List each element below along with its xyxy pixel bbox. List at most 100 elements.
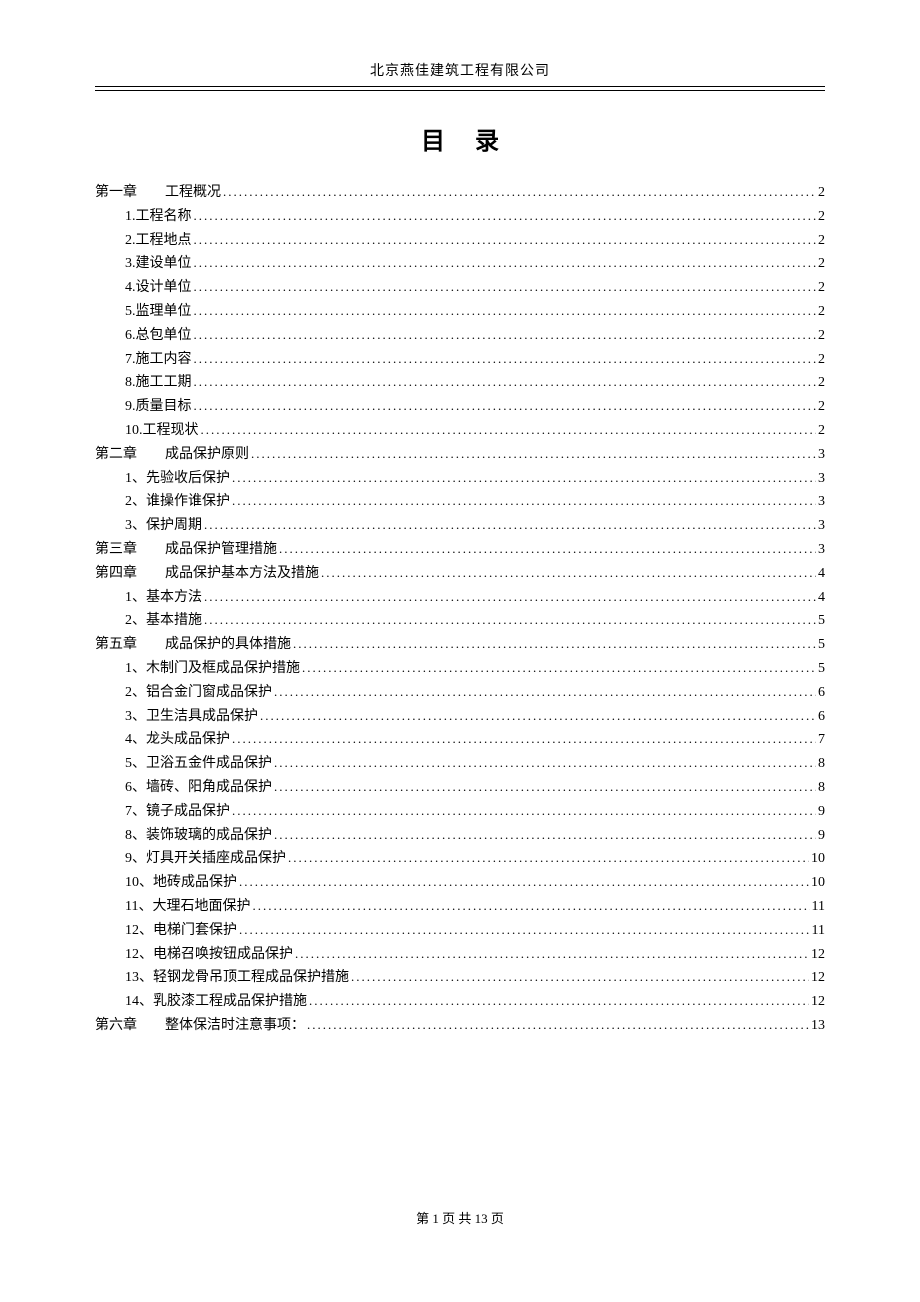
toc-item: 8、装饰玻璃的成品保护9 <box>95 824 825 848</box>
toc-item-page: 5 <box>818 609 825 633</box>
toc-item-page: 3 <box>818 467 825 491</box>
toc-leader-dots <box>194 395 817 419</box>
toc-leader-dots <box>194 324 817 348</box>
toc-item-label: 第二章 成品保护原则 <box>95 443 249 467</box>
toc-item-label: 第四章 成品保护基本方法及措施 <box>95 562 319 586</box>
toc-leader-dots <box>204 609 816 633</box>
toc-item-label: 11、大理石地面保护 <box>125 895 250 919</box>
toc-item-label: 1、先验收后保护 <box>125 467 230 491</box>
toc-item-label: 2.工程地点 <box>125 229 192 253</box>
toc-leader-dots <box>274 752 816 776</box>
toc-leader-dots <box>223 181 816 205</box>
toc-item-label: 10、地砖成品保护 <box>125 871 237 895</box>
toc-leader-dots <box>274 776 816 800</box>
toc-leader-dots <box>239 919 810 943</box>
toc-item-label: 3、卫生洁具成品保护 <box>125 705 258 729</box>
toc-item: 3、卫生洁具成品保护6 <box>95 705 825 729</box>
toc-leader-dots <box>351 966 809 990</box>
toc-leader-dots <box>232 728 816 752</box>
toc-item-page: 13 <box>811 1014 825 1038</box>
toc-item-page: 2 <box>818 371 825 395</box>
toc-item-page: 2 <box>818 300 825 324</box>
toc-item-label: 9.质量目标 <box>125 395 192 419</box>
toc-leader-dots <box>194 371 817 395</box>
toc-leader-dots <box>321 562 816 586</box>
toc-item: 第六章 整体保洁时注意事项：13 <box>95 1014 825 1038</box>
toc-item-page: 2 <box>818 395 825 419</box>
toc-item-page: 7 <box>818 728 825 752</box>
toc-item-page: 4 <box>818 562 825 586</box>
toc-item: 第五章 成品保护的具体措施5 <box>95 633 825 657</box>
toc-item-label: 7、镜子成品保护 <box>125 800 230 824</box>
toc-item: 2.工程地点2 <box>95 229 825 253</box>
toc-item-page: 2 <box>818 252 825 276</box>
toc-item-label: 4.设计单位 <box>125 276 192 300</box>
toc-item: 第四章 成品保护基本方法及措施 4 <box>95 562 825 586</box>
toc-item-label: 5.监理单位 <box>125 300 192 324</box>
toc-item-label: 1.工程名称 <box>125 205 192 229</box>
toc-item: 9.质量目标 2 <box>95 395 825 419</box>
toc-leader-dots <box>302 657 816 681</box>
toc-item-label: 12、电梯召唤按钮成品保护 <box>125 943 293 967</box>
toc-item-page: 8 <box>818 752 825 776</box>
toc-leader-dots <box>201 419 817 443</box>
toc-item-page: 2 <box>818 181 825 205</box>
toc-item: 13、轻钢龙骨吊顶工程成品保护措施12 <box>95 966 825 990</box>
toc-item-label: 5、卫浴五金件成品保护 <box>125 752 272 776</box>
toc-item-page: 2 <box>818 276 825 300</box>
toc-item-page: 10 <box>811 847 825 871</box>
toc-item-page: 12 <box>811 943 825 967</box>
toc-item: 第二章 成品保护原则3 <box>95 443 825 467</box>
toc-leader-dots <box>274 824 816 848</box>
toc-item-label: 1、木制门及框成品保护措施 <box>125 657 300 681</box>
toc-item-page: 9 <box>818 800 825 824</box>
toc-leader-dots <box>252 895 809 919</box>
toc-item-page: 2 <box>818 419 825 443</box>
toc-leader-dots <box>194 229 817 253</box>
toc-leader-dots <box>194 252 817 276</box>
toc-item-page: 3 <box>818 538 825 562</box>
toc-leader-dots <box>194 300 817 324</box>
toc-item: 6、墙砖、阳角成品保护8 <box>95 776 825 800</box>
toc-item-page: 3 <box>818 514 825 538</box>
header-divider <box>95 90 825 91</box>
toc-item-page: 11 <box>812 919 825 943</box>
toc-item-label: 12、电梯门套保护 <box>125 919 237 943</box>
toc-leader-dots <box>288 847 809 871</box>
toc-item-page: 6 <box>818 681 825 705</box>
toc-item: 5.监理单位 2 <box>95 300 825 324</box>
toc-item: 4.设计单位 2 <box>95 276 825 300</box>
toc-item-page: 5 <box>818 657 825 681</box>
toc-item: 8.施工工期 2 <box>95 371 825 395</box>
toc-item-page: 4 <box>818 586 825 610</box>
toc-leader-dots <box>194 205 817 229</box>
toc-item: 9、灯具开关插座成品保护 10 <box>95 847 825 871</box>
page-footer: 第 1 页 共 13 页 <box>0 1208 920 1227</box>
toc-item: 12、电梯门套保护 11 <box>95 919 825 943</box>
toc-item-label: 第一章 工程概况 <box>95 181 221 205</box>
toc-item-label: 6.总包单位 <box>125 324 192 348</box>
toc-leader-dots <box>309 990 809 1014</box>
toc-item-label: 9、灯具开关插座成品保护 <box>125 847 286 871</box>
toc-item-page: 2 <box>818 324 825 348</box>
toc-item: 12、电梯召唤按钮成品保护 12 <box>95 943 825 967</box>
toc-item: 3.建设单位 2 <box>95 252 825 276</box>
toc-leader-dots <box>194 348 817 372</box>
toc-item-page: 8 <box>818 776 825 800</box>
toc-item-label: 3.建设单位 <box>125 252 192 276</box>
toc-item-label: 8、装饰玻璃的成品保护 <box>125 824 272 848</box>
toc-item: 6.总包单位 2 <box>95 324 825 348</box>
toc-item-label: 14、乳胶漆工程成品保护措施 <box>125 990 307 1014</box>
toc-item-label: 第三章 成品保护管理措施 <box>95 538 277 562</box>
toc-item-label: 10.工程现状 <box>125 419 199 443</box>
toc-leader-dots <box>232 490 816 514</box>
toc-item-label: 1、基本方法 <box>125 586 202 610</box>
toc-item: 第一章 工程概况 2 <box>95 181 825 205</box>
toc-item-label: 13、轻钢龙骨吊顶工程成品保护措施 <box>125 966 349 990</box>
toc-item-label: 2、谁操作谁保护 <box>125 490 230 514</box>
toc-item-label: 第五章 成品保护的具体措施 <box>95 633 291 657</box>
toc-leader-dots <box>204 586 816 610</box>
toc-item-label: 8.施工工期 <box>125 371 192 395</box>
toc-item: 2、铝合金门窗成品保护6 <box>95 681 825 705</box>
toc-leader-dots <box>204 514 816 538</box>
